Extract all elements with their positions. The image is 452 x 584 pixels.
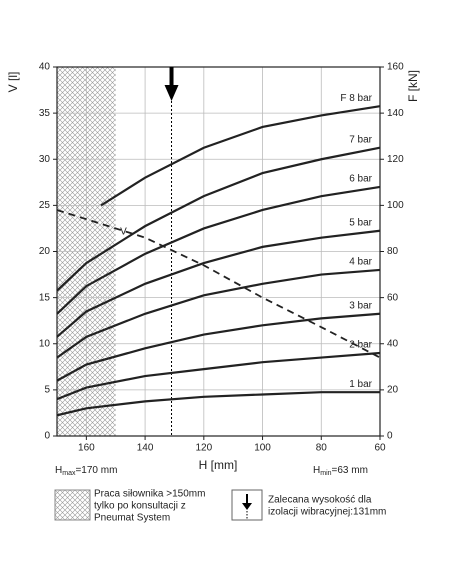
series-line <box>56 312 381 382</box>
y2-tick-label: 0 <box>387 431 393 442</box>
y-tick-label: 20 <box>39 246 51 257</box>
x-tick-label: 60 <box>374 443 386 454</box>
series-line <box>56 185 381 315</box>
h-min-text: =63 mm <box>332 465 368 476</box>
y-tick-label: 10 <box>39 338 51 349</box>
y2-tick-label: 120 <box>387 154 404 165</box>
x-tick-label: 100 <box>254 443 271 454</box>
h-min: Hmin=63 mm <box>313 465 368 477</box>
series-label: 4 bar <box>349 257 372 268</box>
y-axis-label: V [l] <box>6 72 20 93</box>
y-tick-label: 40 <box>39 62 51 73</box>
y2-tick-label: 100 <box>387 200 404 211</box>
legend-arrow-head <box>242 503 252 510</box>
y-tick-label: 0 <box>44 431 50 442</box>
series-label: 2 bar <box>349 340 372 351</box>
h-min-symbol: H <box>313 465 320 476</box>
series-line <box>56 351 381 401</box>
y-tick-label: 25 <box>39 200 51 211</box>
series-label: F 8 bar <box>340 93 372 104</box>
series-line <box>56 209 381 359</box>
y-tick-label: 5 <box>44 385 50 396</box>
series-line <box>56 391 380 417</box>
legend-text: tylko po konsultacji z <box>94 501 186 512</box>
series-line <box>56 229 381 338</box>
series-line <box>56 146 381 292</box>
legend-text: Zalecana wysokość dla <box>268 495 372 506</box>
y-tick-label: 15 <box>39 292 51 303</box>
x-axis-label: H [mm] <box>199 458 238 472</box>
x-tick-label: 80 <box>316 443 328 454</box>
legend-text: Pneumat System <box>94 513 170 524</box>
y-tick-label: 35 <box>39 108 51 119</box>
series-label: 3 bar <box>349 300 372 311</box>
x-tick-label: 160 <box>78 443 95 454</box>
series-label: 7 bar <box>349 134 372 145</box>
series-label: V <box>120 226 127 237</box>
recommended-arrow-head <box>164 85 179 101</box>
h-min-sub: min <box>320 470 331 477</box>
plot-frame <box>56 66 381 437</box>
series-label: 6 bar <box>349 174 372 185</box>
h-max-text: =170 mm <box>75 465 117 476</box>
y2-tick-label: 140 <box>387 108 404 119</box>
h-max-symbol: H <box>55 465 62 476</box>
y2-tick-label: 160 <box>387 62 404 73</box>
y2-tick-label: 20 <box>387 385 399 396</box>
y2-tick-label: 40 <box>387 338 399 349</box>
series-line <box>56 268 381 359</box>
legend-text: Praca siłownika >150mm <box>94 489 205 500</box>
series-label: 5 bar <box>349 217 372 228</box>
h-max: Hmax=170 mm <box>55 465 117 477</box>
y2-axis-label: F [kN] <box>406 70 420 102</box>
x-tick-label: 120 <box>195 443 212 454</box>
y-tick-label: 30 <box>39 154 51 165</box>
y2-tick-label: 80 <box>387 246 399 257</box>
legend-hatch-box <box>54 489 91 521</box>
y2-tick-label: 60 <box>387 292 399 303</box>
series-label: 1 bar <box>349 379 372 390</box>
x-tick-label: 140 <box>137 443 154 454</box>
series-line <box>100 105 381 207</box>
legend-text: izolacji wibracyjnej:131mm <box>268 507 386 518</box>
h-max-sub: max <box>62 470 76 477</box>
